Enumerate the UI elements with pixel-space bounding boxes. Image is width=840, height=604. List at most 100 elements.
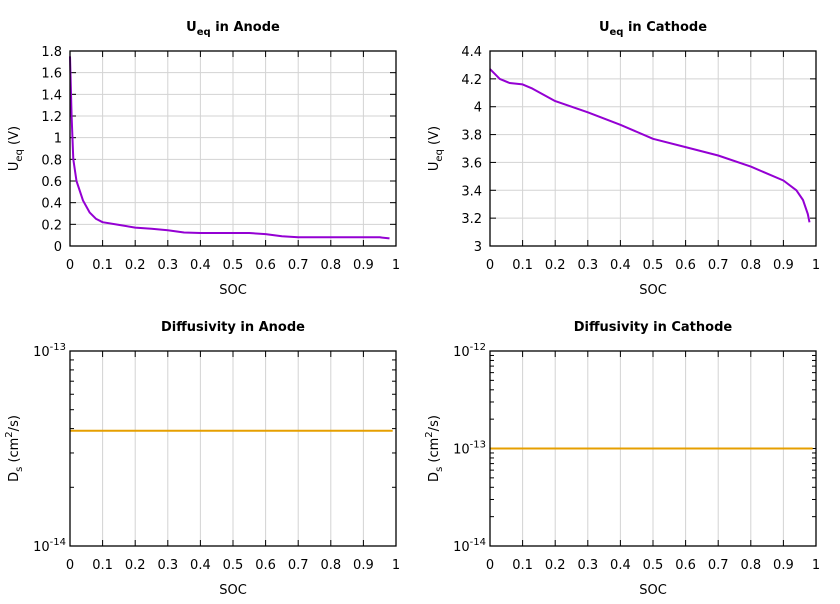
y-tick-base: 10 [453,345,470,360]
x-tick-label: 0.6 [675,558,696,573]
y-tick-exponent: -12 [470,342,486,353]
title-text: in Anode [211,20,280,35]
y-tick-label: 1.6 [41,67,62,82]
ylabel-superscript: 2 [4,431,15,437]
x-tick-label: 1 [812,258,820,273]
subplot-3: 0 0.1 0.2 0.3 0.4 0.5 0.6 0.7 0.8 0.9 110-1410-13D… [4,320,400,598]
subplot-1: 0 0.1 0.2 0.3 0.4 0.5 0.6 0.7 0.8 0.9 1 0 0.2 0.4 0.6 0… [7,20,400,298]
y-tick-exponent: -14 [470,537,486,548]
x-tick-label: 0.1 [512,558,533,573]
x-tick-label: 0.3 [157,258,178,273]
ylabel-subscript: eq [434,149,445,162]
x-tick-label: 0.8 [320,258,341,273]
x-tick-label: 0.7 [288,258,309,273]
ylabel-text: U [7,162,22,172]
chart-title: Diffusivity in Anode [161,320,305,335]
x-tick-label: 0.4 [190,258,211,273]
y-tick-label: 0.4 [41,197,62,212]
ylabel-text: D [7,472,22,482]
y-tick-exponent: -14 [50,537,66,548]
y-tick-label: 3 [474,240,482,255]
y-tick-base: 10 [33,345,50,360]
y-tick-label: 0 [54,240,62,255]
x-axis-label: SOC [639,283,667,298]
ylabel-text: (cm [7,438,22,467]
y-tick-label: 0.2 [41,218,62,233]
y-axis-label: Ds (cm2/s) [4,415,25,482]
y-tick-label: 3.2 [461,212,482,227]
x-tick-label: 0.9 [353,258,374,273]
x-tick-label: 0.4 [610,258,631,273]
plot-border [489,50,817,247]
x-tick-label: 0.5 [643,258,664,273]
y-tick-label: 3.6 [461,156,482,171]
plot-border [489,350,817,547]
x-axis-label: SOC [219,283,247,298]
plot-border [69,50,397,247]
ylabel-text: U [427,162,442,172]
x-tick-label: 0.2 [545,558,566,573]
x-tick-label: 0.1 [92,558,113,573]
x-tick-label: 0.7 [288,558,309,573]
y-tick-label: 4 [474,101,482,116]
x-tick-label: 0.7 [708,558,729,573]
y-tick-exponent: -13 [470,440,486,451]
y-tick-label: 4.4 [461,45,482,60]
y-axis-label: Ds (cm2/s) [424,415,445,482]
x-tick-label: 0.4 [610,558,631,573]
subplot-2: 0 0.1 0.2 0.3 0.4 0.5 0.6 0.7 0.8 0.9 1 3 3.2 3.4 3.6 3… [427,20,820,298]
subplot-4: 0 0.1 0.2 0.3 0.4 0.5 0.6 0.7 0.8 0.9 110-1410-131… [424,320,820,598]
chart-title: Diffusivity in Cathode [574,320,733,335]
x-tick-label: 1 [812,558,820,573]
x-tick-label: 0.6 [255,558,276,573]
y-tick-base: 10 [33,540,50,555]
title-subscript: eq [197,27,211,38]
chart-title: Ueq in Anode [186,20,280,38]
ylabel-text: /s) [427,415,442,431]
x-tick-label: 0.1 [92,258,113,273]
title-subscript: eq [610,27,624,38]
ylabel-subscript: s [14,467,25,472]
ylabel-subscript: s [434,467,445,472]
y-tick-label: 0.6 [41,175,62,190]
x-axis-label: SOC [639,583,667,598]
y-tick-exponent: -13 [50,342,66,353]
x-tick-label: 0.6 [255,258,276,273]
plot-border [69,350,397,547]
chart-title: Ueq in Cathode [599,20,707,38]
x-tick-label: 0.4 [190,558,211,573]
y-tick-label: 10-13 [33,342,66,360]
x-tick-label: 0 [66,258,74,273]
x-tick-label: 0.7 [708,258,729,273]
data-series-line [69,56,390,240]
x-tick-label: 0.8 [740,258,761,273]
ylabel-subscript: eq [14,149,25,162]
x-tick-label: 0.1 [512,258,533,273]
y-tick-label: 1.2 [41,110,62,125]
x-tick-label: 0.5 [223,258,244,273]
ylabel-text: (V) [7,126,22,149]
data-series-line [489,68,811,223]
x-tick-label: 0.5 [643,558,664,573]
title-text: in Cathode [623,20,707,35]
x-tick-label: 0.5 [223,558,244,573]
x-tick-label: 0.8 [320,558,341,573]
x-tick-label: 0.9 [773,258,794,273]
x-axis-label: SOC [219,583,247,598]
y-tick-label: 10-14 [33,537,66,555]
y-tick-label: 1.8 [41,45,62,60]
title-text: U [599,20,610,35]
title-text: U [186,20,197,35]
y-tick-label: 10-12 [453,342,486,360]
x-tick-label: 0.3 [577,258,598,273]
x-tick-label: 0.3 [577,558,598,573]
y-tick-label: 3.4 [461,184,482,199]
x-tick-label: 0.6 [675,258,696,273]
y-tick-base: 10 [453,443,470,458]
ylabel-superscript: 2 [424,431,435,437]
x-tick-label: 1 [392,258,400,273]
x-tick-label: 0.9 [353,558,374,573]
y-tick-label: 3.8 [461,129,482,144]
title-text: Diffusivity in Anode [161,320,305,335]
